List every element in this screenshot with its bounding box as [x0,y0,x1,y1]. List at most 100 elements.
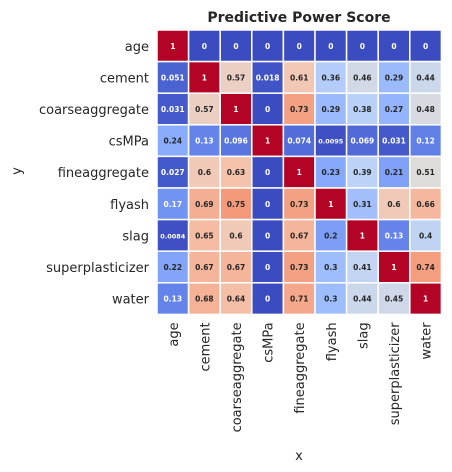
cell-value-label: 0 [297,42,302,51]
cell-value-label: 0.57 [195,105,214,114]
heatmap-cells: 1 0 0 0 0 0 0 0 00.051 1 0.57 0.018 0.61 0.36 0.46 0.29… [156,29,443,316]
heatmap-cell [409,282,443,316]
cell-value-label: 0.41 [353,263,372,272]
cell-value-label: 1 [202,73,207,82]
heatmap-cell [409,250,443,284]
heatmap-cell [251,250,285,284]
cell-value-label: 0.051 [161,73,185,82]
x-tick-label: superplasticizer [388,322,403,426]
x-tick-label: water [420,322,435,360]
cell-value-label: 0 [328,42,333,51]
x-tick-label: age [167,322,182,346]
cell-value-label: 0.3 [324,263,337,272]
heatmap-cell [409,187,443,221]
x-axis-label: x [295,449,303,464]
cell-value-label: 0.24 [164,137,183,146]
cell-value-label: 0.13 [385,231,404,240]
chart-title: Predictive Power Score [207,10,390,26]
heatmap-cell [409,92,443,126]
cell-value-label: 0 [423,42,428,51]
cell-value-label: 0.45 [385,295,404,304]
cell-value-label: 0.65 [195,231,214,240]
cell-value-label: 0.096 [224,137,248,146]
cell-value-label: 0.3 [324,295,337,304]
cell-value-label: 0.29 [322,105,341,114]
heatmap-cell [219,282,253,316]
cell-value-label: 0.031 [382,137,406,146]
cell-value-label: 0.6 [198,168,211,177]
x-tick-label: slag [356,322,371,349]
cell-value-label: 0.074 [287,137,311,146]
cell-value-label: 0.4 [419,231,432,240]
cell-value-label: 0 [233,42,238,51]
cell-value-label: 0.71 [290,295,309,304]
cell-value-label: 0.51 [416,168,435,177]
heatmap-cell [156,155,190,189]
heatmap-cell [282,92,316,126]
heatmap-cell [219,250,253,284]
cell-value-label: 0.74 [416,263,435,272]
x-tick-label: cement [198,322,213,371]
cell-value-label: 0.13 [164,295,183,304]
heatmap-cell [156,187,190,221]
cell-value-label: 0.0084 [160,232,186,240]
cell-value-label: 0.23 [322,168,341,177]
cell-value-label: 0.6 [229,231,242,240]
cell-value-label: 0.63 [227,168,246,177]
heatmap-cell [156,218,190,252]
cell-value-label: 0 [265,200,270,209]
heatmap-cell [377,60,411,94]
cell-value-label: 0.61 [290,73,309,82]
cell-value-label: 0 [391,42,396,51]
x-tick-label: coarseaggregate [230,322,245,432]
heatmap-cell [219,60,253,94]
cell-value-label: 0.2 [324,231,337,240]
y-tick-label: csMPa [109,135,149,150]
cell-value-label: 0.68 [195,295,214,304]
heatmap-cell [156,282,190,316]
cell-value-label: 0.27 [385,105,404,114]
cell-value-label: 0.0095 [318,138,344,146]
heatmap-cell [314,282,348,316]
heatmap-cell [409,124,443,158]
cell-value-label: 0.21 [385,168,404,177]
cell-value-label: 0.67 [290,231,309,240]
x-tick-label: flyash [325,322,340,361]
heatmap-cell [156,92,190,126]
cell-value-label: 0.29 [385,73,404,82]
heatmap-cell [345,60,379,94]
heatmap-cell [282,282,316,316]
cell-value-label: 1 [233,105,238,114]
y-tick-label: slag [122,229,149,244]
cell-value-label: 0.39 [353,168,372,177]
heatmap-cell [282,187,316,221]
cell-value-label: 0.44 [416,73,435,82]
cell-value-label: 0 [360,42,365,51]
heatmap-cell [314,187,348,221]
x-tick-labels: age cement coarseaggregate csMPa fineaggrega… [167,322,435,433]
cell-value-label: 0 [202,42,207,51]
cell-value-label: 1 [170,42,175,51]
heatmap-cell [409,155,443,189]
cell-value-label: 0.018 [256,73,280,82]
cell-value-label: 0 [265,231,270,240]
x-tick-label: csMPa [262,322,277,362]
cell-value-label: 0.73 [290,105,309,114]
cell-value-label: 0.66 [416,200,435,209]
cell-value-label: 1 [391,263,396,272]
cell-value-label: 0 [265,263,270,272]
heatmap-cell [156,60,190,94]
cell-value-label: 0 [265,105,270,114]
y-tick-label: flyash [110,198,149,213]
cell-value-label: 0.38 [353,105,372,114]
heatmap-cell [377,29,411,63]
cell-value-label: 0.13 [195,137,214,146]
cell-value-label: 0.36 [322,73,341,82]
x-tick-label: fineaggregate [293,322,308,413]
cell-value-label: 0.31 [353,200,372,209]
cell-value-label: 0.031 [161,105,185,114]
heatmap-cell [187,124,221,158]
cell-value-label: 0.12 [416,137,435,146]
cell-value-label: 0.67 [227,263,246,272]
